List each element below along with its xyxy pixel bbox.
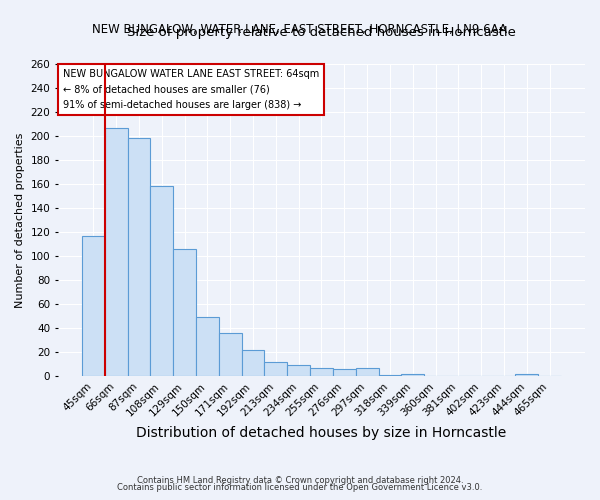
Bar <box>105 128 128 376</box>
Title: Size of property relative to detached houses in Horncastle: Size of property relative to detached ho… <box>127 26 516 39</box>
Text: NEW BUNGALOW, WATER LANE, EAST STREET, HORNCASTLE, LN9 6AA: NEW BUNGALOW, WATER LANE, EAST STREET, H… <box>92 22 508 36</box>
Bar <box>515 374 538 376</box>
Bar <box>196 317 219 376</box>
Bar <box>310 368 333 376</box>
Bar <box>379 374 401 376</box>
Text: Contains HM Land Registry data © Crown copyright and database right 2024.: Contains HM Land Registry data © Crown c… <box>137 476 463 485</box>
Bar <box>333 368 356 376</box>
Bar <box>242 350 265 376</box>
Bar <box>287 365 310 376</box>
Y-axis label: Number of detached properties: Number of detached properties <box>15 132 25 308</box>
Bar <box>82 236 105 376</box>
Bar <box>401 374 424 376</box>
Bar <box>151 186 173 376</box>
Bar <box>219 333 242 376</box>
Text: Contains public sector information licensed under the Open Government Licence v3: Contains public sector information licen… <box>118 484 482 492</box>
Bar <box>128 138 151 376</box>
Text: NEW BUNGALOW WATER LANE EAST STREET: 64sqm
← 8% of detached houses are smaller (: NEW BUNGALOW WATER LANE EAST STREET: 64s… <box>63 68 319 110</box>
Bar <box>173 249 196 376</box>
Bar <box>356 368 379 376</box>
X-axis label: Distribution of detached houses by size in Horncastle: Distribution of detached houses by size … <box>136 426 506 440</box>
Bar <box>265 362 287 376</box>
